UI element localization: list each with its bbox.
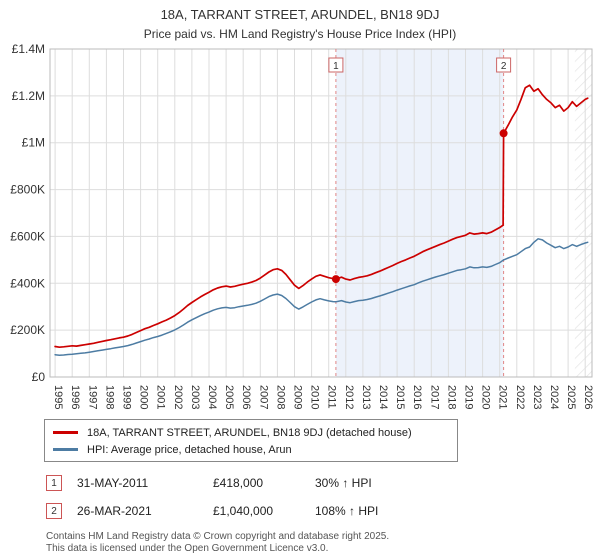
- svg-text:2: 2: [501, 61, 507, 72]
- sale-1-dot: [331, 275, 340, 284]
- annotation-row-2: 2 26-MAR-2021 £1,040,000 108% ↑ HPI: [46, 503, 600, 519]
- svg-text:2011: 2011: [326, 385, 338, 409]
- attribution-line-2: This data is licensed under the Open Gov…: [46, 543, 329, 554]
- sale-1-hpi-delta: 30% ↑ HPI: [315, 476, 372, 490]
- sale-2-dot: [499, 129, 508, 138]
- svg-text:1995: 1995: [52, 385, 64, 409]
- attribution-footer: Contains HM Land Registry data © Crown c…: [46, 531, 600, 555]
- page-subtitle: Price paid vs. HM Land Registry's House …: [143, 27, 457, 41]
- svg-text:2015: 2015: [394, 385, 406, 409]
- legend-label-hpi: HPI: Average price, detached house, Arun: [87, 443, 292, 456]
- svg-text:£400K: £400K: [10, 276, 45, 290]
- svg-text:2012: 2012: [343, 385, 355, 409]
- svg-text:2025: 2025: [565, 385, 577, 409]
- svg-text:2002: 2002: [172, 385, 184, 409]
- sale-1-date: 31-MAY-2011: [77, 476, 149, 490]
- chart-header: 18A, TARRANT STREET, ARUNDEL, BN18 9DJ P…: [0, 0, 600, 41]
- svg-text:2017: 2017: [428, 385, 440, 409]
- future-hatched-region: [574, 49, 592, 377]
- svg-text:£600K: £600K: [10, 229, 45, 243]
- svg-text:2005: 2005: [223, 385, 235, 409]
- sale-2-price: £1,040,000: [213, 504, 274, 518]
- svg-text:1998: 1998: [103, 385, 115, 409]
- svg-text:1996: 1996: [69, 385, 81, 409]
- svg-text:2000: 2000: [138, 385, 150, 409]
- svg-text:2026: 2026: [582, 385, 594, 409]
- marker-2-badge: 2: [46, 503, 62, 519]
- series-line-1: [54, 238, 589, 356]
- svg-text:£1.2M: £1.2M: [12, 89, 45, 103]
- svg-text:2023: 2023: [531, 385, 543, 409]
- series-line-0: [54, 84, 589, 349]
- svg-text:2001: 2001: [155, 385, 167, 409]
- svg-text:2003: 2003: [189, 385, 201, 409]
- svg-text:2008: 2008: [274, 385, 286, 409]
- svg-text:2022: 2022: [514, 385, 526, 409]
- between-sales-shaded-region: [335, 49, 504, 377]
- svg-text:£1M: £1M: [22, 136, 45, 150]
- svg-text:2006: 2006: [240, 385, 252, 409]
- svg-text:2020: 2020: [480, 385, 492, 409]
- svg-text:2014: 2014: [377, 385, 389, 409]
- hpi-line-swatch-icon: [53, 448, 78, 451]
- svg-text:2004: 2004: [206, 385, 218, 409]
- svg-text:2021: 2021: [497, 385, 509, 409]
- property-line-swatch-icon: [53, 431, 78, 434]
- sale-annotations: 1 31-MAY-2011 £418,000 30% ↑ HPI 2 26-MA…: [46, 475, 600, 519]
- svg-text:2018: 2018: [445, 385, 457, 409]
- marker-1-badge: 1: [46, 475, 62, 491]
- legend-item-hpi: HPI: Average price, detached house, Arun: [53, 441, 449, 458]
- svg-text:2010: 2010: [309, 385, 321, 409]
- svg-text:1: 1: [333, 61, 339, 72]
- svg-text:2007: 2007: [257, 385, 269, 409]
- svg-text:£0: £0: [32, 370, 46, 384]
- chart-legend: 18A, TARRANT STREET, ARUNDEL, BN18 9DJ (…: [44, 419, 458, 462]
- svg-text:1999: 1999: [121, 385, 133, 409]
- svg-text:£800K: £800K: [10, 183, 45, 197]
- sale-2-date: 26-MAR-2021: [77, 504, 152, 518]
- svg-text:2009: 2009: [292, 385, 304, 409]
- sale-2-flag: [496, 57, 512, 73]
- legend-label-property: 18A, TARRANT STREET, ARUNDEL, BN18 9DJ (…: [87, 426, 412, 439]
- attribution-line-1: Contains HM Land Registry data © Crown c…: [46, 531, 390, 542]
- sale-1-price: £418,000: [213, 476, 264, 490]
- svg-text:£200K: £200K: [10, 323, 45, 337]
- sale-2-hpi-delta: 108% ↑ HPI: [315, 504, 379, 518]
- svg-text:£1.4M: £1.4M: [12, 42, 45, 56]
- svg-text:2016: 2016: [411, 385, 423, 409]
- page-title: 18A, TARRANT STREET, ARUNDEL, BN18 9DJ: [160, 7, 440, 22]
- svg-text:2013: 2013: [360, 385, 372, 409]
- annotation-row-1: 1 31-MAY-2011 £418,000 30% ↑ HPI: [46, 475, 600, 491]
- legend-item-property: 18A, TARRANT STREET, ARUNDEL, BN18 9DJ (…: [53, 424, 449, 441]
- svg-text:2019: 2019: [463, 385, 475, 409]
- sale-1-flag: [328, 57, 344, 73]
- svg-text:1997: 1997: [86, 385, 98, 409]
- svg-text:2024: 2024: [548, 385, 560, 409]
- price-history-chart: 1995 1996 1997 1998 1999 2000 2001 2002 2003 2004…: [10, 42, 594, 409]
